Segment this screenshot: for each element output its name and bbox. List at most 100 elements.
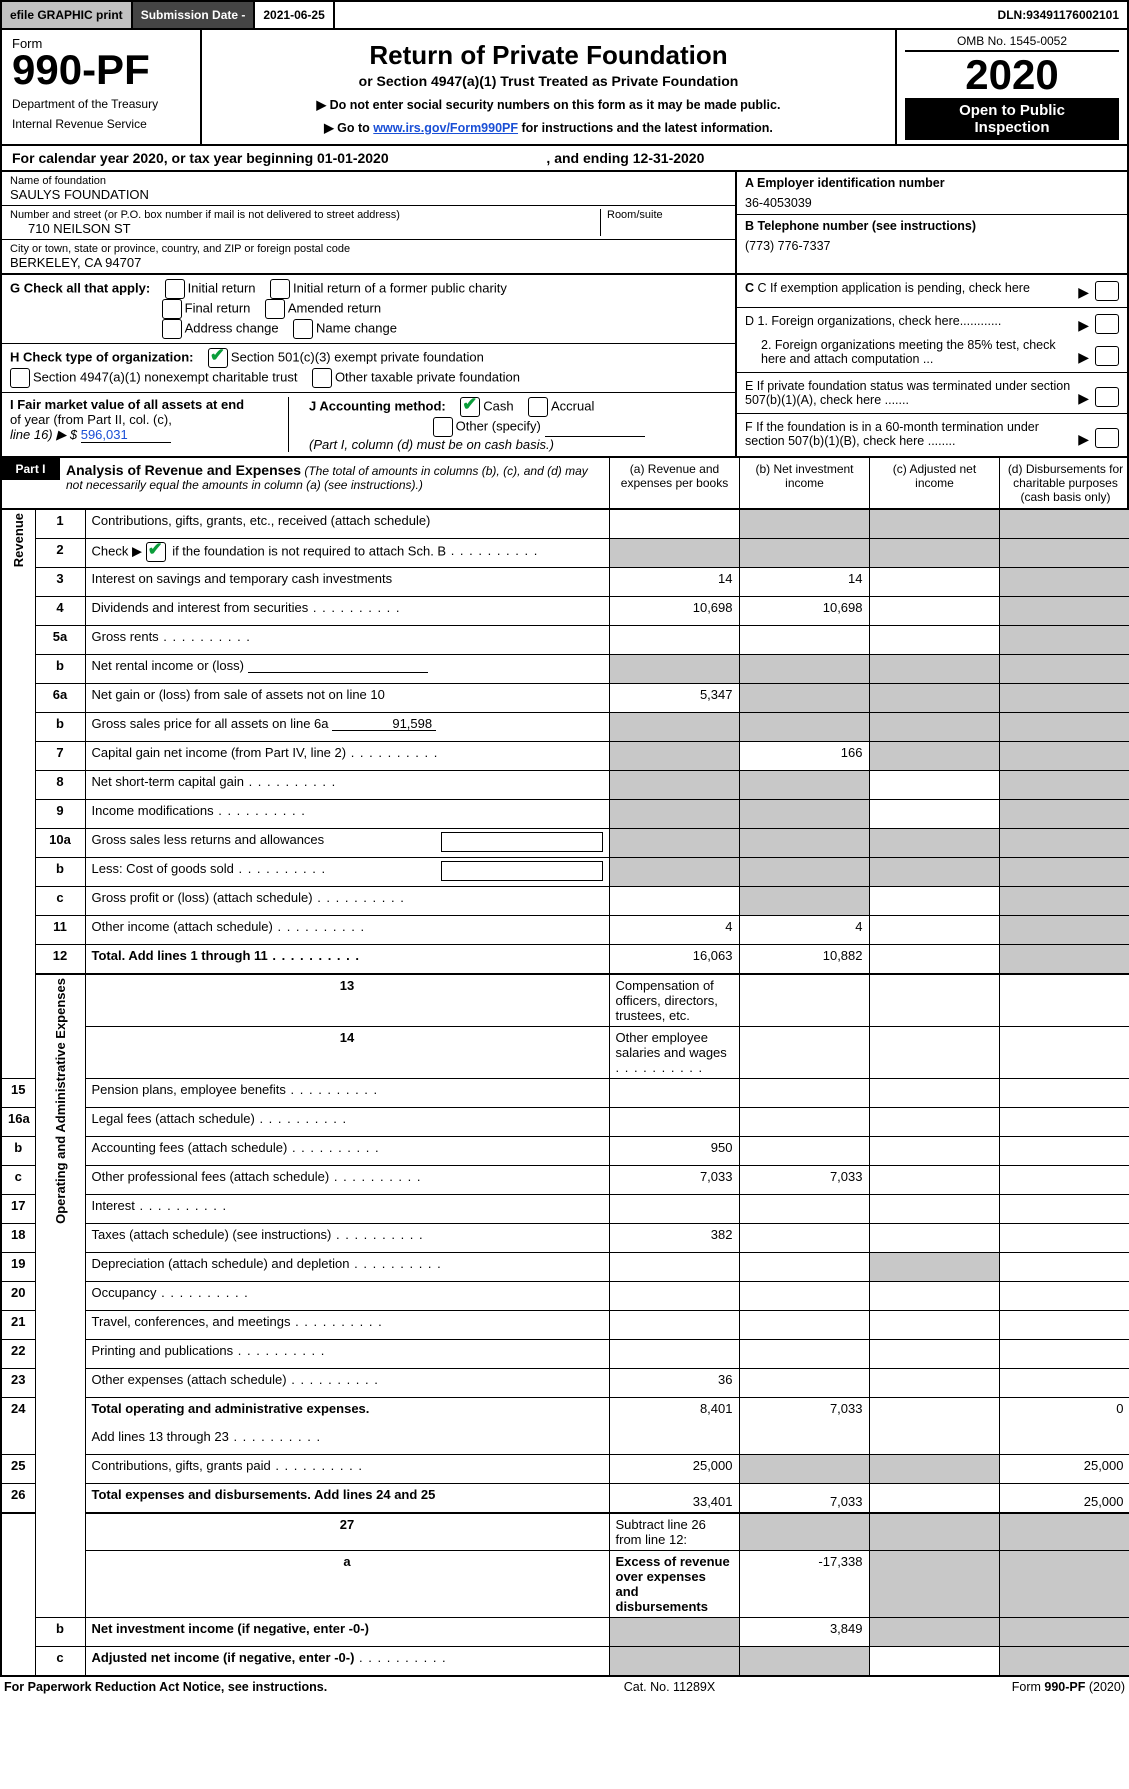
section-g: G Check all that apply: Initial return I… [2, 275, 735, 344]
bullet-no-ssn: ▶ Do not enter social security numbers o… [216, 97, 881, 112]
table-row: 23Other expenses (attach schedule)36 [1, 1369, 1129, 1398]
col-a-header: (a) Revenue and expenses per books [610, 458, 740, 508]
part1-table: Revenue 1 Contributions, gifts, grants, … [0, 510, 1129, 1677]
calendar-year-row: For calendar year 2020, or tax year begi… [0, 146, 1129, 172]
table-row: 3Interest on savings and temporary cash … [1, 568, 1129, 597]
table-row: 24Total operating and administrative exp… [1, 1398, 1129, 1427]
table-row: cGross profit or (loss) (attach schedule… [1, 887, 1129, 916]
table-row: 14Other employee salaries and wages [1, 1027, 1129, 1079]
chk-initial-return[interactable] [165, 279, 185, 299]
form-number: 990-PF [12, 49, 190, 91]
arrow-icon: ▶ [1078, 431, 1089, 448]
submission-date: 2021-06-25 [255, 2, 334, 28]
chk-other-method[interactable] [433, 417, 453, 437]
arrow-icon: ▶ [1078, 349, 1089, 366]
side-expenses: Operating and Administrative Expenses [35, 974, 85, 1618]
table-row: 15Pension plans, employee benefits [1, 1079, 1129, 1108]
form-subtitle: or Section 4947(a)(1) Trust Treated as P… [216, 73, 881, 89]
page-footer: For Paperwork Reduction Act Notice, see … [0, 1677, 1129, 1712]
chk-exemption-pending[interactable] [1095, 281, 1119, 301]
table-row: Operating and Administrative Expenses 13… [1, 974, 1129, 1027]
submission-label: Submission Date - [133, 2, 256, 28]
fmv-value: 596,031 [81, 427, 171, 443]
form-id-block: Form 990-PF Department of the Treasury I… [2, 30, 202, 144]
checkboxes-section: G Check all that apply: Initial return I… [0, 275, 1129, 458]
part1-title: Analysis of Revenue and Expenses (The to… [60, 458, 610, 508]
table-row: 17Interest [1, 1195, 1129, 1224]
table-row: 5aGross rents [1, 626, 1129, 655]
chk-60-month[interactable] [1095, 428, 1119, 448]
city-row: City or town, state or province, country… [2, 240, 735, 273]
part1-badge: Part I [2, 458, 60, 480]
table-row: Revenue 1 Contributions, gifts, grants, … [1, 510, 1129, 539]
section-c: C C If exemption application is pending,… [737, 275, 1127, 308]
table-row: 4Dividends and interest from securities … [1, 597, 1129, 626]
col-d-header: (d) Disbursements for charitable purpose… [1000, 458, 1129, 508]
section-h: H Check type of organization: Section 50… [2, 344, 735, 393]
chk-other-taxable[interactable] [312, 368, 332, 388]
table-row: 18Taxes (attach schedule) (see instructi… [1, 1224, 1129, 1253]
tax-year: 2020 [905, 54, 1119, 96]
form-year-block: OMB No. 1545-0052 2020 Open to Public In… [897, 30, 1127, 144]
side-revenue: Revenue [1, 510, 35, 1079]
chk-final-return[interactable] [162, 299, 182, 319]
table-row: bGross sales price for all assets on lin… [1, 713, 1129, 742]
arrow-icon: ▶ [1078, 284, 1089, 301]
paperwork-notice: For Paperwork Reduction Act Notice, see … [4, 1680, 327, 1694]
table-row: bNet rental income or (loss) [1, 655, 1129, 684]
omb-number: OMB No. 1545-0052 [905, 34, 1119, 52]
chk-address-change[interactable] [162, 319, 182, 339]
form-title: Return of Private Foundation [216, 40, 881, 71]
bullet-goto: ▶ Go to www.irs.gov/Form990PF for instru… [216, 120, 881, 135]
address-row: Number and street (or P.O. box number if… [2, 206, 735, 240]
table-row: 21Travel, conferences, and meetings [1, 1311, 1129, 1340]
table-row: aExcess of revenue over expenses and dis… [1, 1551, 1129, 1618]
form-title-block: Return of Private Foundation or Section … [202, 30, 897, 144]
table-row: 2 Check ▶ if the foundation is not requi… [1, 539, 1129, 568]
open-to-public: Open to Public Inspection [905, 98, 1119, 140]
table-row: 10aGross sales less returns and allowanc… [1, 829, 1129, 858]
chk-amended-return[interactable] [265, 299, 285, 319]
top-bar: efile GRAPHIC print Submission Date - 20… [0, 0, 1129, 30]
table-row: bLess: Cost of goods sold [1, 858, 1129, 887]
table-row: cAdjusted net income (if negative, enter… [1, 1647, 1129, 1677]
col-b-header: (b) Net investment income [740, 458, 870, 508]
foundation-name-row: Name of foundation SAULYS FOUNDATION [2, 172, 735, 206]
table-row: 8Net short-term capital gain [1, 771, 1129, 800]
table-row: bNet investment income (if negative, ent… [1, 1618, 1129, 1647]
chk-cash[interactable] [460, 397, 480, 417]
chk-501c3[interactable] [208, 348, 228, 368]
table-row: 6aNet gain or (loss) from sale of assets… [1, 684, 1129, 713]
table-row: bAccounting fees (attach schedule)950 [1, 1137, 1129, 1166]
table-row: 20Occupancy [1, 1282, 1129, 1311]
chk-accrual[interactable] [528, 397, 548, 417]
table-row: 12Total. Add lines 1 through 11 16,06310… [1, 945, 1129, 975]
chk-85-test[interactable] [1095, 346, 1119, 366]
table-row: 26Total expenses and disbursements. Add … [1, 1484, 1129, 1514]
catalog-number: Cat. No. 11289X [624, 1680, 716, 1694]
ein-cell: A Employer identification number 36-4053… [737, 172, 1127, 215]
section-e: E If private foundation status was termi… [737, 373, 1127, 414]
entity-info: Name of foundation SAULYS FOUNDATION Num… [0, 172, 1129, 275]
table-row: 27Subtract line 26 from line 12: [1, 1513, 1129, 1551]
chk-status-terminated[interactable] [1095, 387, 1119, 407]
table-row: 7Capital gain net income (from Part IV, … [1, 742, 1129, 771]
table-row: 16aLegal fees (attach schedule) [1, 1108, 1129, 1137]
section-ij: I Fair market value of all assets at end… [2, 393, 735, 456]
chk-initial-former[interactable] [270, 279, 290, 299]
chk-no-sch-b[interactable] [146, 542, 166, 562]
table-row: cOther professional fees (attach schedul… [1, 1166, 1129, 1195]
chk-name-change[interactable] [293, 319, 313, 339]
dln: DLN: 93491176002101 [990, 2, 1127, 28]
table-row: 9Income modifications [1, 800, 1129, 829]
arrow-icon: ▶ [1078, 317, 1089, 334]
phone-cell: B Telephone number (see instructions) (7… [737, 215, 1127, 257]
form-header: Form 990-PF Department of the Treasury I… [0, 30, 1129, 146]
dept-treasury: Department of the Treasury [12, 97, 190, 111]
irs-link[interactable]: www.irs.gov/Form990PF [373, 121, 518, 135]
chk-4947a1[interactable] [10, 368, 30, 388]
chk-foreign-org[interactable] [1095, 314, 1119, 334]
dept-irs: Internal Revenue Service [12, 117, 190, 131]
table-row: 25Contributions, gifts, grants paid25,00… [1, 1455, 1129, 1484]
table-row: 19Depreciation (attach schedule) and dep… [1, 1253, 1129, 1282]
